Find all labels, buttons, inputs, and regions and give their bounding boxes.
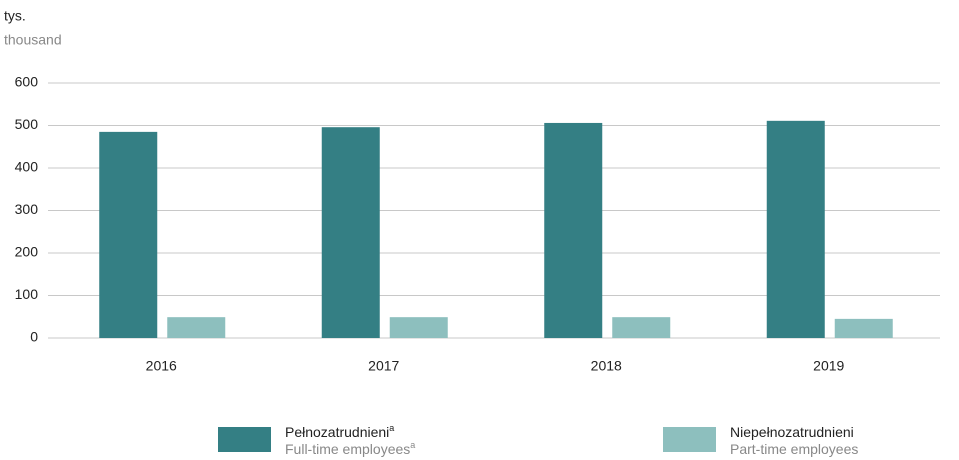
bar xyxy=(167,317,226,338)
bar xyxy=(389,317,448,338)
x-tick-label: 2017 xyxy=(368,358,399,374)
legend-text: Niepełnozatrudnieni xyxy=(730,424,854,440)
legend-swatch xyxy=(663,427,716,452)
bar xyxy=(834,318,893,338)
bar xyxy=(321,127,380,338)
y-tick-label: 200 xyxy=(15,244,39,260)
bar xyxy=(766,120,825,338)
legend-superscript: a xyxy=(389,423,394,433)
legend-text: Pełnozatrudnieni xyxy=(285,424,389,440)
y-tick-label: 400 xyxy=(15,159,39,175)
y-tick-label: 500 xyxy=(15,116,39,132)
legend-text: Part-time employees xyxy=(730,441,858,457)
legend-superscript: a xyxy=(410,440,415,450)
y-tick-label: 100 xyxy=(15,286,39,302)
bar xyxy=(612,317,671,338)
bar xyxy=(544,122,603,338)
legend-label: Part-time employees xyxy=(730,441,858,457)
legend-label: Niepełnozatrudnieni xyxy=(730,424,854,440)
legend-label: Full-time employeesa xyxy=(285,440,415,456)
legend-swatch xyxy=(218,427,271,452)
y-tick-label: 300 xyxy=(15,201,39,217)
y-unit-en: thousand xyxy=(4,32,62,48)
x-tick-label: 2016 xyxy=(146,358,177,374)
bar xyxy=(99,131,158,338)
y-tick-label: 0 xyxy=(30,329,38,345)
legend-text: Full-time employees xyxy=(285,441,410,457)
x-tick-label: 2018 xyxy=(591,358,622,374)
y-unit: tys. xyxy=(4,8,26,24)
y-tick-label: 600 xyxy=(15,74,39,90)
x-tick-label: 2019 xyxy=(813,358,844,374)
legend-label: Pełnozatrudnienia xyxy=(285,423,394,439)
